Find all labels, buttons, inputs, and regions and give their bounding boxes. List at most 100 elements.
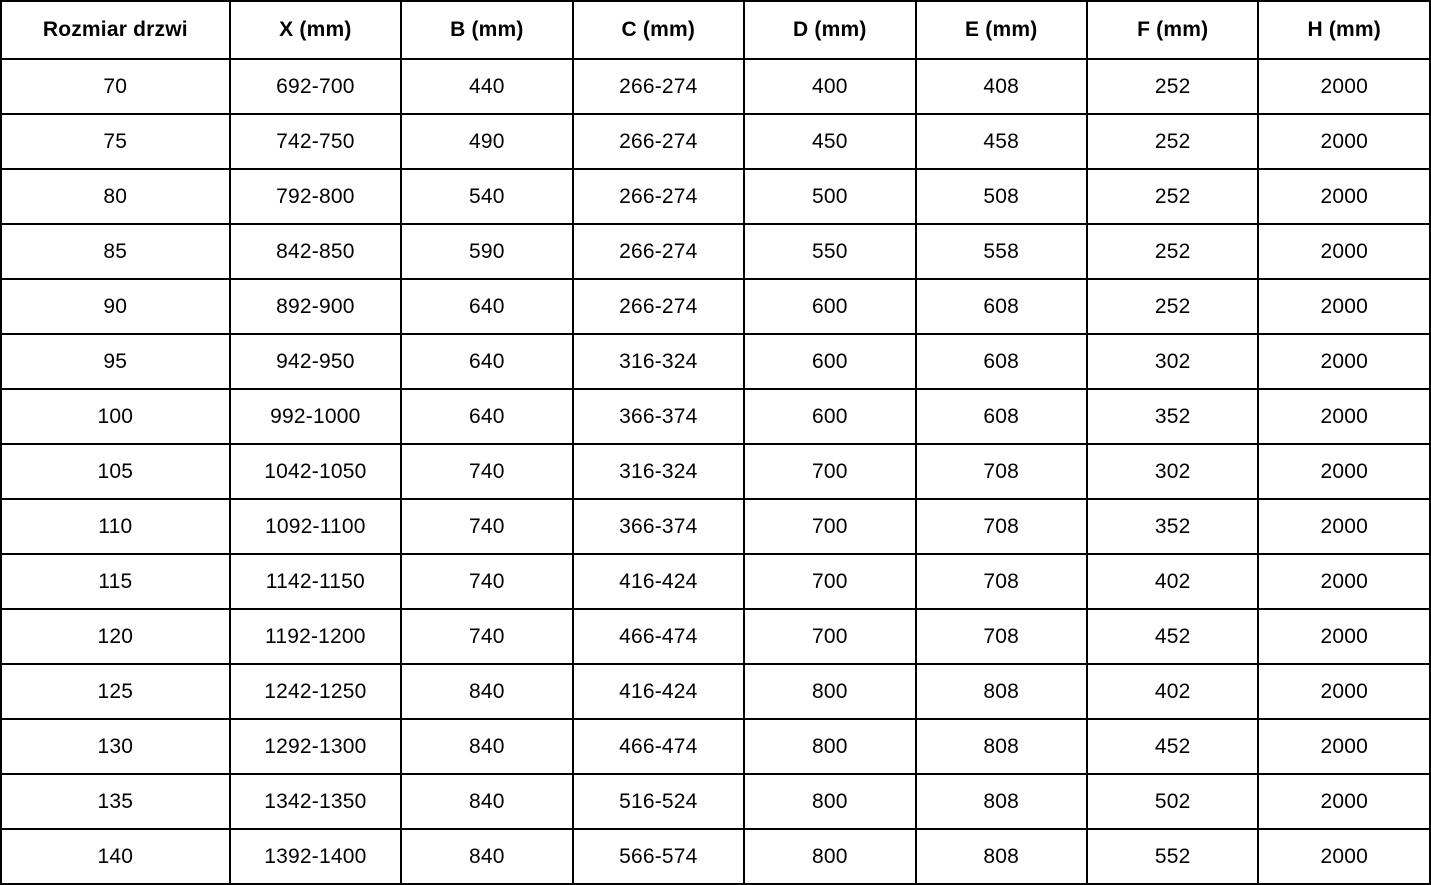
table-cell: 266-274 [571, 168, 746, 225]
table-cell: 640 [400, 333, 574, 390]
table-cell: 266-274 [571, 223, 746, 280]
table-row: 125 1242-1250 840 416-424 800 808 402 2000 [0, 663, 1431, 720]
table-cell: 800 [743, 718, 917, 775]
table-cell: 458 [914, 113, 1088, 170]
table-cell: 566-574 [571, 828, 746, 885]
table-cell: 508 [914, 168, 1088, 225]
table-cell: 100 [0, 388, 231, 445]
table-cell: 366-374 [571, 388, 746, 445]
table-cell: 366-374 [571, 498, 746, 555]
table-cell: 440 [400, 58, 574, 115]
table-cell: 608 [914, 278, 1088, 335]
table-cell: 600 [743, 388, 917, 445]
table-cell: 316-324 [571, 333, 746, 390]
table-cell: 700 [743, 498, 917, 555]
table-cell: 808 [914, 663, 1088, 720]
column-header: X (mm) [228, 0, 403, 60]
table-cell: 1142-1150 [228, 553, 403, 610]
table-cell: 792-800 [228, 168, 403, 225]
table-cell: 608 [914, 388, 1088, 445]
table-cell: 266-274 [571, 278, 746, 335]
column-header: H (mm) [1257, 0, 1431, 60]
table-cell: 252 [1085, 58, 1260, 115]
table-cell: 2000 [1257, 663, 1431, 720]
table-cell: 1342-1350 [228, 773, 403, 830]
table-cell: 692-700 [228, 58, 403, 115]
table-cell: 2000 [1257, 718, 1431, 775]
table-cell: 708 [914, 553, 1088, 610]
table-cell: 1292-1300 [228, 718, 403, 775]
table-cell: 800 [743, 663, 917, 720]
table-cell: 2000 [1257, 608, 1431, 665]
table-cell: 402 [1085, 553, 1260, 610]
table-cell: 640 [400, 278, 574, 335]
table-cell: 302 [1085, 443, 1260, 500]
table-row: 70 692-700 440 266-274 400 408 252 2000 [0, 58, 1431, 115]
table-cell: 452 [1085, 718, 1260, 775]
table-row: 95 942-950 640 316-324 600 608 302 2000 [0, 333, 1431, 390]
table-cell: 416-424 [571, 553, 746, 610]
column-header: C (mm) [571, 0, 746, 60]
table-cell: 408 [914, 58, 1088, 115]
table-row: 130 1292-1300 840 466-474 800 808 452 2000 [0, 718, 1431, 775]
table-cell: 2000 [1257, 388, 1431, 445]
table-cell: 708 [914, 443, 1088, 500]
column-header: E (mm) [914, 0, 1088, 60]
table-cell: 842-850 [228, 223, 403, 280]
table-cell: 302 [1085, 333, 1260, 390]
table-cell: 1092-1100 [228, 498, 403, 555]
table-cell: 800 [743, 828, 917, 885]
table-cell: 130 [0, 718, 231, 775]
table-cell: 558 [914, 223, 1088, 280]
table-cell: 740 [400, 443, 574, 500]
table-cell: 1192-1200 [228, 608, 403, 665]
table-cell: 2000 [1257, 498, 1431, 555]
table-cell: 105 [0, 443, 231, 500]
table-cell: 450 [743, 113, 917, 170]
table-cell: 2000 [1257, 58, 1431, 115]
table-row: 110 1092-1100 740 366-374 700 708 352 2000 [0, 498, 1431, 555]
table-row: 115 1142-1150 740 416-424 700 708 402 2000 [0, 553, 1431, 610]
table-cell: 316-324 [571, 443, 746, 500]
table-cell: 808 [914, 718, 1088, 775]
table-row: 140 1392-1400 840 566-574 800 808 552 2000 [0, 828, 1431, 885]
table-cell: 115 [0, 553, 231, 610]
table-cell: 352 [1085, 498, 1260, 555]
table-cell: 840 [400, 718, 574, 775]
table-cell: 550 [743, 223, 917, 280]
table-row: 135 1342-1350 840 516-524 800 808 502 2000 [0, 773, 1431, 830]
table-cell: 95 [0, 333, 231, 390]
table-cell: 1042-1050 [228, 443, 403, 500]
table-cell: 2000 [1257, 553, 1431, 610]
table-cell: 708 [914, 608, 1088, 665]
table-cell: 540 [400, 168, 574, 225]
table-cell: 2000 [1257, 773, 1431, 830]
table-cell: 125 [0, 663, 231, 720]
table-cell: 742-750 [228, 113, 403, 170]
column-header: Rozmiar drzwi [0, 0, 231, 60]
table-cell: 452 [1085, 608, 1260, 665]
table-cell: 120 [0, 608, 231, 665]
table-cell: 2000 [1257, 828, 1431, 885]
table-cell: 708 [914, 498, 1088, 555]
table-row: 100 992-1000 640 366-374 600 608 352 2000 [0, 388, 1431, 445]
table-cell: 2000 [1257, 333, 1431, 390]
table-cell: 808 [914, 828, 1088, 885]
table-row: 105 1042-1050 740 316-324 700 708 302 2000 [0, 443, 1431, 500]
table-row: 85 842-850 590 266-274 550 558 252 2000 [0, 223, 1431, 280]
table-cell: 466-474 [571, 608, 746, 665]
table-cell: 80 [0, 168, 231, 225]
table-cell: 252 [1085, 168, 1260, 225]
table-cell: 942-950 [228, 333, 403, 390]
table-cell: 140 [0, 828, 231, 885]
table-cell: 110 [0, 498, 231, 555]
table-cell: 516-524 [571, 773, 746, 830]
table-cell: 502 [1085, 773, 1260, 830]
header-row: Rozmiar drzwi X (mm) B (mm) C (mm) D (mm) E (… [0, 0, 1431, 60]
table-cell: 466-474 [571, 718, 746, 775]
table-cell: 892-900 [228, 278, 403, 335]
table-cell: 840 [400, 828, 574, 885]
table-cell: 402 [1085, 663, 1260, 720]
table-cell: 740 [400, 608, 574, 665]
